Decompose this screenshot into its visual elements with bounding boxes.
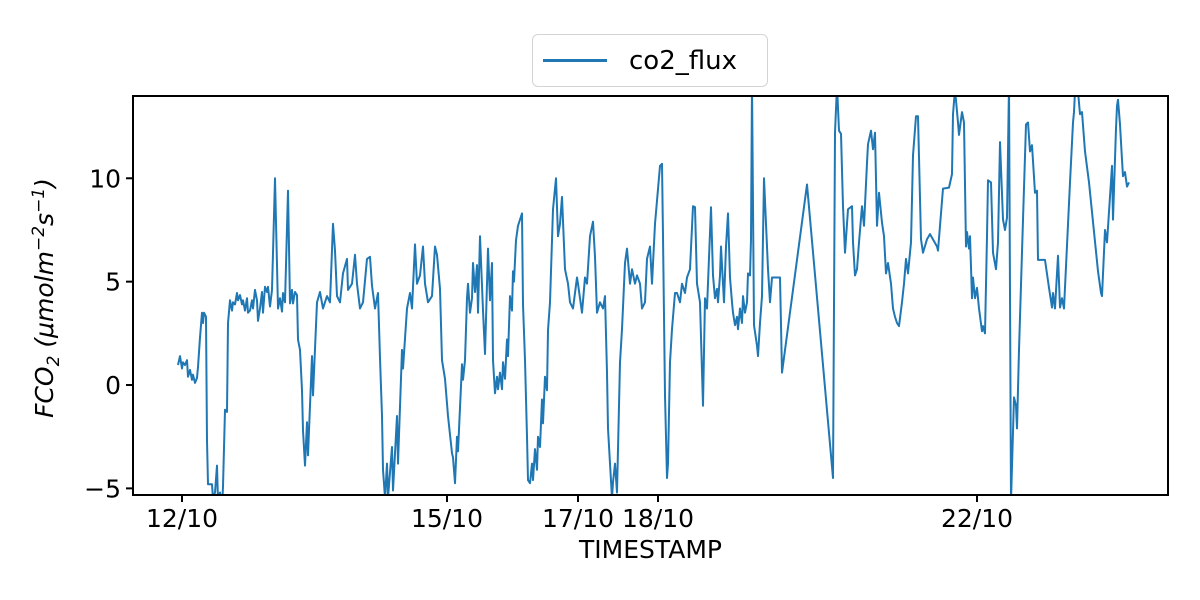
x-tick-label-18-10: 18/10	[622, 504, 694, 533]
x-tick-label-17-10: 17/10	[542, 504, 614, 533]
y-axis-title-unit2: s	[30, 212, 60, 226]
x-tick-label-12-10: 12/10	[146, 504, 218, 533]
y-tick-label--5: −5	[84, 474, 121, 503]
y-axis-title-unit1: μmolm	[30, 251, 60, 338]
y-tick-label-10: 10	[89, 164, 121, 193]
y-tick-label-0: 0	[105, 371, 121, 400]
y-axis-title-unit1-sup: −2	[28, 225, 49, 252]
y-axis-title-name-sub: 2	[44, 355, 65, 367]
co2-flux-line	[177, 96, 1130, 495]
plot-border	[132, 95, 1169, 496]
y-tick-label-5: 5	[105, 268, 121, 297]
legend-label: co2_flux	[629, 45, 737, 76]
x-axis-title: TIMESTAMP	[579, 535, 722, 564]
y-axis-title: FCO2 (μmolm−2s−1)	[28, 178, 65, 418]
x-tick-label-15-10: 15/10	[411, 504, 483, 533]
x-tick-label-22-10: 22/10	[941, 504, 1013, 533]
legend: co2_flux	[532, 34, 768, 87]
legend-line-sample-icon	[543, 59, 607, 62]
y-axis-title-unit2-sup: −1	[28, 187, 49, 213]
y-axis-title-close: )	[30, 178, 60, 188]
y-axis-title-name: FCO	[30, 366, 60, 418]
y-axis-title-open: (	[30, 337, 60, 356]
